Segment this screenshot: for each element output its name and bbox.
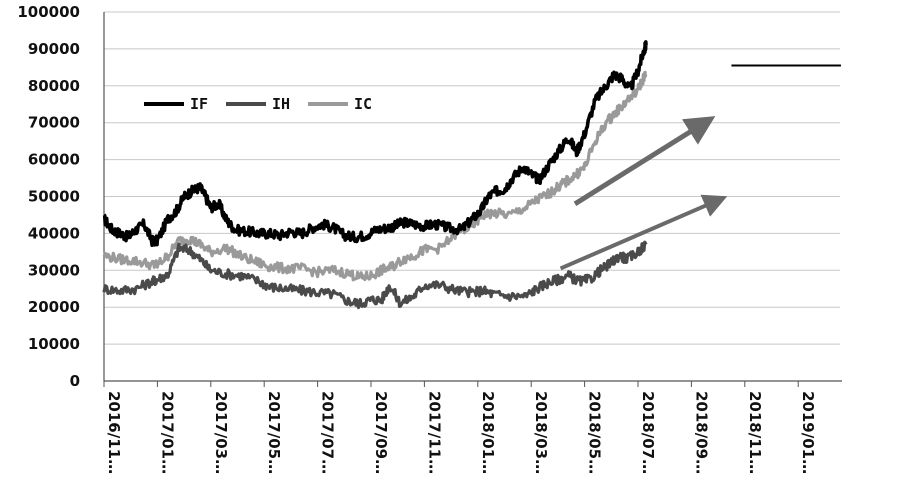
trend-arrow [559,194,728,271]
y-tick-label: 60000 [28,151,80,169]
y-axis: 0 10000 20000 30000 40000 50000 60000 70000 8000… [17,3,105,390]
x-tick-label: 2018/09… [692,391,710,474]
legend-label-ic: IC [354,95,372,113]
y-tick-label: 0 [70,372,80,390]
series-line-if [102,40,648,247]
series-line-ic [102,70,648,282]
annotations [559,64,841,271]
x-tick-label: 2019/01… [799,391,817,474]
y-tick-label: 90000 [28,40,80,58]
x-tick-label: 2017/11… [425,391,443,474]
x-tick-label: 2018/11… [746,391,764,474]
y-tick-label: 30000 [28,261,80,279]
x-axis: 2016/11… 2017/01… 2017/03… 2017/05… 2017/07…… [103,380,842,474]
y-tick-label: 100000 [17,3,80,21]
y-tick-label: 40000 [28,224,80,242]
series-line-ih [102,240,648,310]
legend-label-if: IF [190,95,208,113]
y-tick-label: 80000 [28,77,80,95]
x-tick-label: 2018/03… [532,391,550,474]
x-tick-label: 2017/03… [212,391,230,474]
series-lines [102,40,648,310]
x-tick-label: 2017/09… [372,391,390,474]
x-tick-label: 2018/05… [586,391,604,474]
y-tick-label: 70000 [28,114,80,132]
x-tick-label: 2018/07… [639,391,657,474]
x-tick-label: 2016/11… [105,391,123,474]
y-tick-label: 10000 [28,335,80,353]
trend-arrow [573,116,716,206]
x-tick-label: 2017/07… [319,391,337,474]
legend-label-ih: IH [272,95,290,113]
x-tick-label: 2017/01… [158,391,176,474]
legend: IF IH IC [144,95,372,113]
x-tick-label: 2018/01… [479,391,497,474]
grid-lines [104,11,840,345]
y-tick-label: 20000 [28,298,80,316]
y-tick-label: 50000 [28,188,80,206]
x-tick-label: 2017/05… [265,391,283,474]
